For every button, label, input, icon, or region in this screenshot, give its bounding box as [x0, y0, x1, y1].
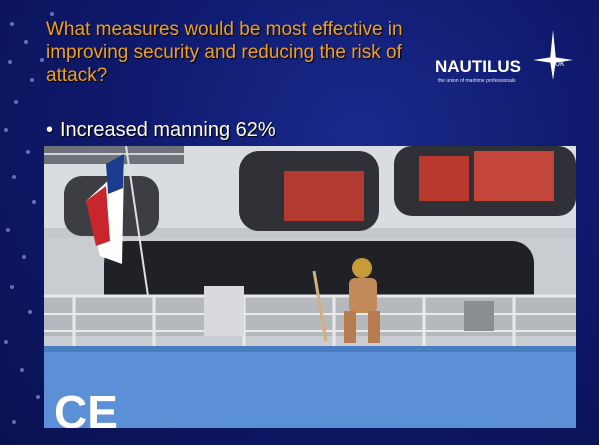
- nautilus-logo: NAUTILUS UK the union of maritime profes…: [433, 30, 583, 90]
- decorative-dots: [0, 0, 70, 445]
- ship-photo: CE: [44, 146, 576, 428]
- logo-wordmark: NAUTILUS: [435, 57, 521, 76]
- hull-lettering: CE: [54, 386, 118, 428]
- bullet-item: • Increased manning 62%: [46, 118, 276, 142]
- bullet-text: Increased manning 62%: [60, 119, 276, 141]
- logo-country: UK: [555, 61, 565, 68]
- bullet-dot-icon: •: [46, 119, 54, 141]
- logo-tagline: the union of maritime professionals: [438, 78, 516, 84]
- compass-star-icon: [533, 30, 573, 80]
- slide-title: What measures would be most effective in…: [46, 19, 403, 86]
